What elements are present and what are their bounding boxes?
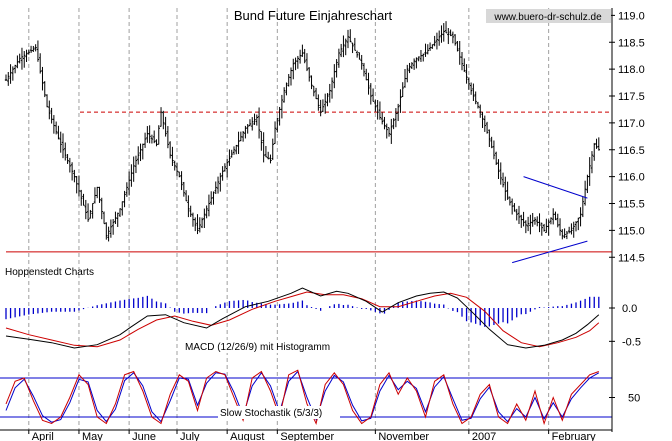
price-tick-label: 119.0: [618, 10, 645, 22]
hoppenstedt-label: Hoppenstedt Charts: [5, 267, 94, 278]
trendline: [512, 240, 588, 264]
price-tick-label: 117.0: [618, 118, 645, 130]
chart-title: Bund Future Einjahreschart: [234, 8, 393, 23]
x-tick-label: June: [132, 431, 156, 441]
x-tick-label: February: [552, 431, 597, 441]
x-tick-label: November: [378, 431, 429, 441]
stoch-label: Slow Stochastik (5/3/3): [220, 408, 322, 419]
trendline: [523, 176, 588, 199]
macd-label: MACD (12/26/9) mit Histogramm: [185, 342, 330, 353]
macd-line: [5, 287, 600, 349]
stoch-label-bg: [218, 406, 340, 419]
x-tick-label: September: [280, 431, 334, 441]
price-tick-label: 116.0: [618, 172, 645, 184]
macd-tick-label: -0.5: [622, 336, 641, 348]
macd-tick-label: 0.0: [622, 303, 637, 315]
price-tick-label: 118.0: [618, 64, 645, 76]
source-badge: [486, 9, 611, 23]
macd-label-bg: [183, 340, 333, 353]
stochastic-panel: [0, 369, 612, 426]
price-tick-label: 118.5: [618, 37, 645, 49]
macd-panel: [5, 287, 600, 349]
stoch-tick-label: 50: [628, 393, 640, 405]
x-tick-label: August: [230, 431, 264, 441]
stoch-d-line: [5, 370, 600, 423]
price-tick-label: 115.5: [618, 199, 645, 211]
source-label: www.buero-dr-schulz.de: [493, 12, 602, 23]
price-tick-label: 117.5: [618, 91, 645, 103]
price-panel: [4, 21, 612, 264]
axes: 119.0 118.5 118.0 117.5 117.0 116.5 116.0 115.5…: [0, 8, 645, 441]
price-tick-label: 114.5: [618, 252, 645, 264]
x-tick-label: April: [32, 431, 54, 441]
x-tick-label: July: [180, 431, 200, 441]
stoch-k-line: [5, 369, 599, 426]
x-tick-label: 2007: [472, 431, 496, 441]
price-tick-label: 116.5: [618, 145, 645, 157]
price-tick-label: 115.0: [618, 225, 645, 237]
x-tick-label: May: [82, 431, 103, 441]
